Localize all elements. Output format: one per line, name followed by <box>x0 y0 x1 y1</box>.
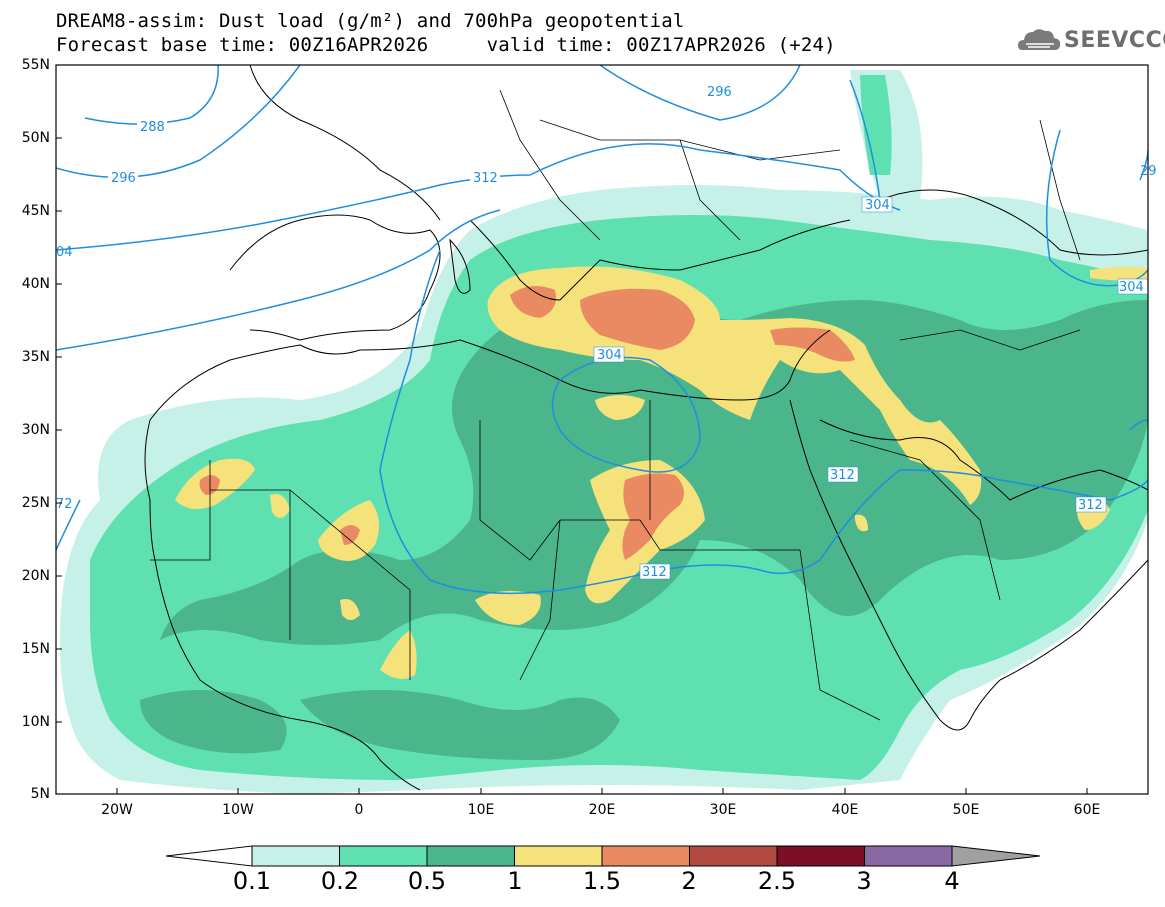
contour-label: 04 <box>56 245 73 260</box>
colorbar-tick-label: 0.2 <box>320 867 360 895</box>
colorbar-tick-label: 0.1 <box>232 867 272 895</box>
contour-label: 304 <box>865 198 890 213</box>
lat-label: 5N <box>30 786 50 802</box>
country-borders <box>150 89 1081 721</box>
lon-label: 10W <box>222 802 254 818</box>
colorbar-tick-label: 4 <box>944 867 960 895</box>
lat-label: 15N <box>21 641 50 657</box>
lon-label: 20E <box>588 802 616 818</box>
lat-label: 50N <box>21 130 50 146</box>
lat-label: 55N <box>21 57 50 73</box>
colorbar <box>165 845 1041 867</box>
logo-text: SEEVCCC <box>1064 28 1165 53</box>
colorbar-swatch <box>689 845 778 867</box>
contour-label: 312 <box>1078 498 1103 513</box>
colorbar-swatch <box>864 845 953 867</box>
lat-label: 30N <box>21 422 50 438</box>
contour-label: 296 <box>111 171 136 186</box>
contour-label: 304 <box>1119 280 1144 295</box>
lon-label: 40E <box>831 802 859 818</box>
contour-label: 312 <box>830 468 855 483</box>
geopotential-contours <box>56 65 1148 595</box>
colorbar-swatch <box>514 845 603 867</box>
contour-label: 312 <box>642 565 667 580</box>
colorbar-under <box>165 845 253 867</box>
contour-label: 72 <box>56 497 73 512</box>
axis-ticks <box>56 64 1088 794</box>
lat-label: 25N <box>21 495 50 511</box>
lon-label: 30E <box>709 802 737 818</box>
contour-label: 312 <box>473 171 498 186</box>
lat-label: 20N <box>21 568 50 584</box>
map-title: DREAM8-assim: Dust load (g/m²) and 700hP… <box>56 10 685 32</box>
cloud-logo-icon <box>1018 29 1061 50</box>
colorbar-tick-label: 2.5 <box>757 867 797 895</box>
colorbar-tick-label: 2 <box>681 867 697 895</box>
dust-shade-orange <box>199 286 855 560</box>
lat-label: 10N <box>21 714 50 730</box>
colorbar-swatch <box>426 845 515 867</box>
lat-label: 40N <box>21 276 50 292</box>
colorbar-over <box>951 845 1041 867</box>
forecast-time-line: Forecast base time: 00Z16APR2026 valid t… <box>56 34 836 56</box>
coastlines <box>144 65 1148 791</box>
lon-label: 20W <box>101 802 133 818</box>
colorbar-tick-label: 1 <box>507 867 523 895</box>
colorbar-tick-label: 1.5 <box>582 867 622 895</box>
colorbar-swatch <box>601 845 690 867</box>
colorbar-swatch <box>776 845 865 867</box>
contour-label: 288 <box>140 120 165 135</box>
dust-field <box>56 65 1148 794</box>
contour-labels: 288 296 312 304 304 304 296 312 312 312 … <box>56 84 1157 580</box>
lon-label: 10E <box>467 802 495 818</box>
lon-label: 0 <box>354 802 364 818</box>
contour-label: 296 <box>707 85 732 100</box>
lon-label: 60E <box>1073 802 1101 818</box>
colorbar-swatch <box>339 845 428 867</box>
lat-label: 45N <box>21 203 50 219</box>
colorbar-tick-label: 3 <box>856 867 872 895</box>
lon-label: 50E <box>952 802 980 818</box>
colorbar-tick-label: 0.5 <box>407 867 447 895</box>
colorbar-swatch <box>251 845 340 867</box>
lat-label: 35N <box>21 349 50 365</box>
contour-label: 304 <box>597 348 622 363</box>
